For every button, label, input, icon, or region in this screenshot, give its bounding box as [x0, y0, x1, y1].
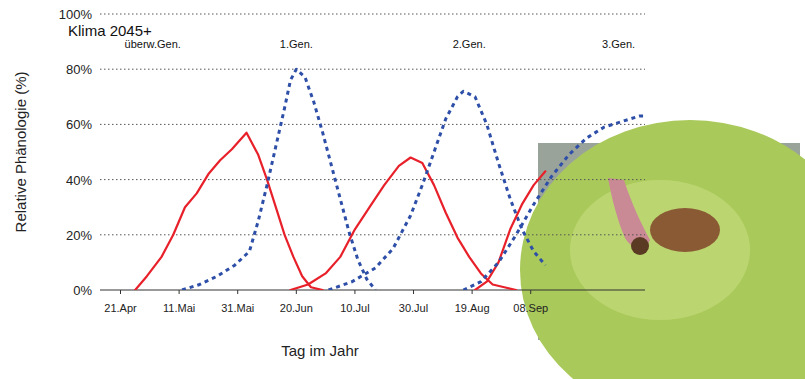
- x-tick: [179, 290, 180, 294]
- x-tick-label: 20.Jun: [280, 302, 313, 314]
- y-tick-label: 60%: [66, 117, 92, 132]
- series-group: [135, 69, 645, 290]
- x-axis-title: Tag im Jahr: [281, 342, 359, 359]
- larva: [608, 178, 650, 248]
- photo: [520, 120, 805, 379]
- chart: 0% 20% 40% 60% 80% 100% 21.Apr 11.Mai 31.Mai 20.J…: [0, 0, 805, 379]
- x-tick-label: 10.Jul: [340, 302, 369, 314]
- y-tick-label: 0%: [73, 283, 92, 298]
- y-tick-label: 100%: [59, 7, 93, 22]
- x-axis-line: [100, 290, 645, 291]
- axes: 0% 20% 40% 60% 80% 100% 21.Apr 11.Mai 31.Mai 20.J…: [59, 7, 645, 314]
- annotation: überw.Gen.: [125, 38, 181, 50]
- x-tick: [530, 290, 531, 294]
- x-tick: [354, 290, 355, 294]
- apple-highlight: [570, 180, 750, 320]
- series-line: [463, 116, 645, 290]
- grid-line: [100, 69, 645, 70]
- x-tick-label: 30.Jul: [399, 302, 428, 314]
- grid-line: [100, 124, 645, 125]
- x-tick: [237, 290, 238, 294]
- annotation: 1.Gen.: [280, 38, 313, 50]
- series-line: [135, 133, 323, 290]
- annotation: 3.Gen.: [602, 38, 635, 50]
- y-axis-title: Relative Phänologie (%): [12, 72, 29, 233]
- grid-line: [100, 14, 645, 15]
- series-line: [290, 158, 516, 290]
- series-line: [475, 171, 545, 290]
- apple: [520, 120, 805, 379]
- x-tick-label: 08.Sep: [513, 302, 548, 314]
- larva-head: [631, 237, 649, 255]
- chart-title: Klima 2045+: [68, 22, 152, 39]
- grid-line: [100, 234, 645, 235]
- x-tick: [413, 290, 414, 294]
- series-line: [329, 91, 546, 290]
- x-tick-label: 31.Mai: [221, 302, 254, 314]
- y-tick-label: 20%: [66, 228, 92, 243]
- annotation: 2.Gen.: [453, 38, 486, 50]
- y-tick-label: 40%: [66, 173, 92, 188]
- y-tick-label: 80%: [66, 62, 92, 77]
- x-tick: [472, 290, 473, 294]
- x-tick-label: 19.Aug: [455, 302, 490, 314]
- frass: [650, 208, 720, 252]
- x-tick-label: 11.Mai: [163, 302, 195, 314]
- x-tick: [120, 290, 121, 294]
- x-tick: [296, 290, 297, 294]
- series-line: [182, 69, 375, 290]
- x-tick-label: 21.Apr: [104, 302, 137, 314]
- grid-line: [100, 179, 645, 180]
